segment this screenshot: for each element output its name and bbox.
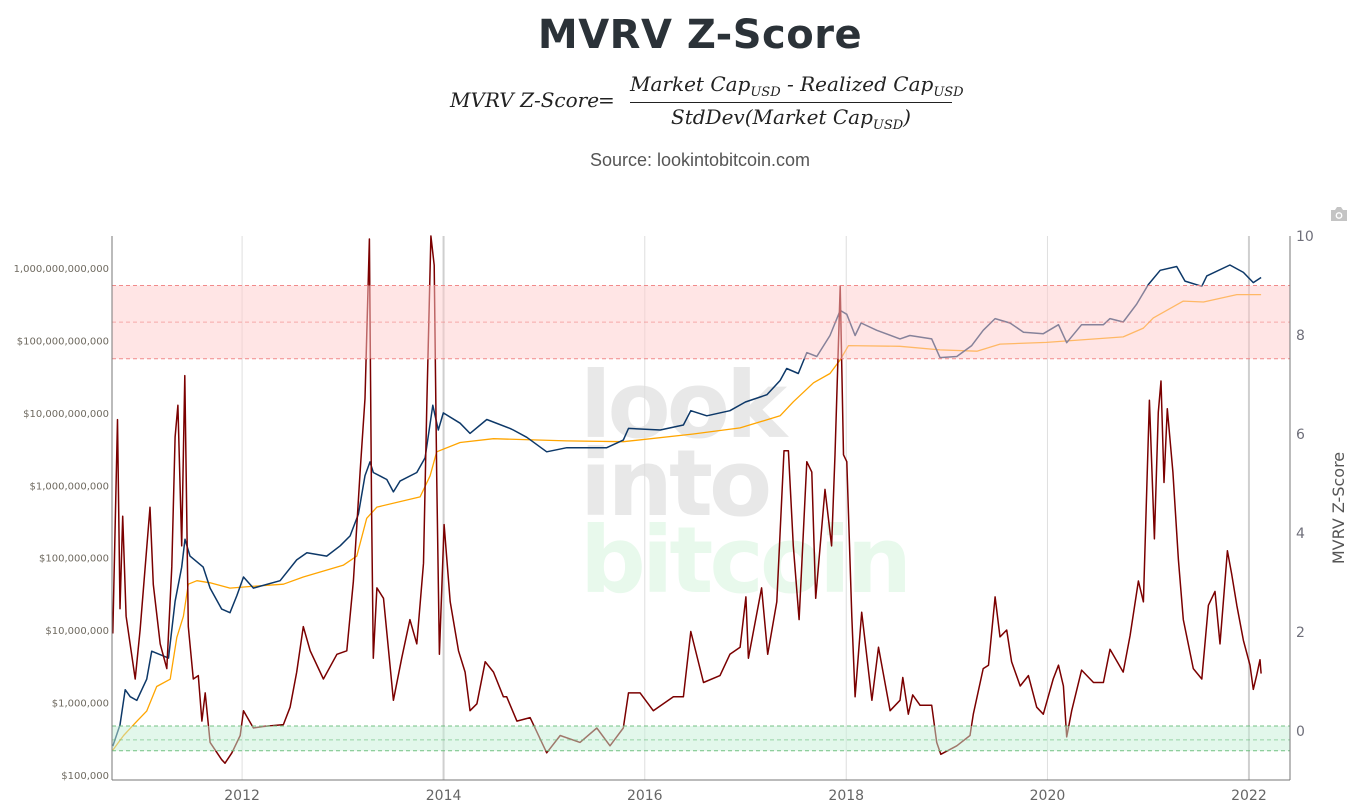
left-tick-label: $1,000,000,000 <box>29 481 109 492</box>
source-text: Source: lookintobitcoin.com <box>589 150 811 170</box>
watermark: look into bitcoin <box>580 352 912 614</box>
denominator-close: ) <box>903 105 911 129</box>
numerator-a-sub: USD <box>750 85 781 100</box>
formula-equals: = <box>598 88 615 112</box>
numerator-b-sub: USD <box>933 85 964 100</box>
left-tick-label: $10,000,000,000 <box>23 409 109 420</box>
right-tick-label: 8 <box>1296 328 1305 344</box>
left-tick-label: $100,000 <box>61 771 109 782</box>
left-tick-label: $1,000,000 <box>52 698 109 709</box>
left-tick-label: $100,000,000,000 <box>17 336 109 347</box>
x-tick-label: 2012 <box>224 788 260 804</box>
right-tick-label: 0 <box>1296 724 1305 740</box>
left-tick-label: $10,000,000 <box>45 626 109 637</box>
formula-denominator: StdDev(Market CapUSD) <box>630 103 952 133</box>
formula-fraction: Market CapUSD - Realized CapUSD StdDev(M… <box>630 72 964 133</box>
right-axis-title: MVRV Z-Score <box>1329 452 1348 564</box>
right-tick-label: 10 <box>1296 229 1314 245</box>
numerator-op: - <box>780 72 801 96</box>
x-tick-label: 2018 <box>828 788 864 804</box>
left-tick-label: 1,000,000,000,000 <box>14 264 109 275</box>
watermark-line2: into <box>580 430 769 537</box>
camera-icon[interactable] <box>1329 206 1349 222</box>
x-tick-label: 2020 <box>1030 788 1066 804</box>
page-title: MVRV Z-Score <box>537 12 863 58</box>
denominator-sub: USD <box>872 118 904 133</box>
green-band <box>112 726 1290 751</box>
watermark-line3: bitcoin <box>580 507 908 614</box>
numerator-a: Market Cap <box>630 72 751 96</box>
right-tick-label: 2 <box>1296 625 1305 641</box>
right-tick-label: 4 <box>1296 526 1305 542</box>
x-tick-label: 2022 <box>1231 788 1267 804</box>
x-tick-label: 2016 <box>627 788 663 804</box>
bands <box>112 284 1290 752</box>
numerator-b: Realized Cap <box>800 72 934 96</box>
denominator: StdDev(Market Cap <box>671 105 873 129</box>
x-tick-label: 2014 <box>426 788 462 804</box>
formula-lhs: MVRV Z-Score <box>450 88 600 112</box>
right-tick-label: 6 <box>1296 427 1305 443</box>
tick-labels: 1,000,000,000,000 $100,000,000,000 $10,000… <box>14 229 1314 804</box>
left-tick-label: $100,000,000 <box>39 554 109 565</box>
formula-numerator: Market CapUSD - Realized CapUSD <box>630 72 964 103</box>
axes <box>111 236 1291 781</box>
